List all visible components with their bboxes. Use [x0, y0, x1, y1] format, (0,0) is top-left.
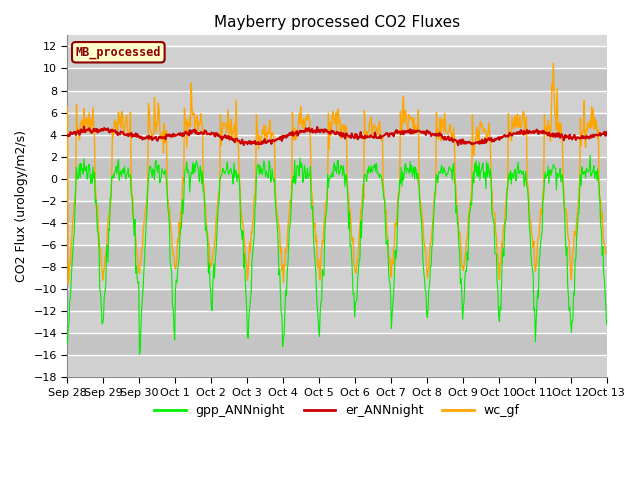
Line: er_ANNnight: er_ANNnight [67, 127, 607, 145]
Bar [67, 333, 607, 355]
gpp_ANNnight [586, 153, 594, 158]
er_ANNnight [130, 133, 138, 139]
er_ANNnight [403, 129, 411, 135]
gpp_ANNnight [74, 172, 81, 178]
gpp_ANNnight [63, 341, 71, 347]
gpp_ANNnight [136, 352, 143, 358]
gpp_ANNnight [603, 322, 611, 327]
wc_gf [603, 251, 611, 256]
gpp_ANNnight [129, 209, 136, 215]
er_ANNnight [603, 129, 611, 135]
Bar [67, 156, 607, 179]
wc_gf [184, 124, 192, 130]
gpp_ANNnight [184, 167, 192, 173]
er_ANNnight [213, 132, 221, 137]
gpp_ANNnight [213, 236, 221, 241]
Bar [67, 289, 607, 311]
wc_gf [213, 212, 221, 217]
Line: wc_gf: wc_gf [67, 63, 607, 284]
er_ANNnight [63, 133, 71, 139]
Bar [67, 267, 607, 289]
Text: MB_processed: MB_processed [76, 46, 161, 59]
Bar [67, 91, 607, 113]
Bar [67, 311, 607, 333]
Legend: gpp_ANNnight, er_ANNnight, wc_gf: gpp_ANNnight, er_ANNnight, wc_gf [150, 399, 525, 422]
er_ANNnight [454, 142, 462, 148]
wc_gf [403, 121, 411, 127]
wc_gf [550, 60, 557, 66]
er_ANNnight [184, 130, 192, 136]
Bar [67, 47, 607, 69]
Title: Mayberry processed CO2 Fluxes: Mayberry processed CO2 Fluxes [214, 15, 460, 30]
wc_gf [74, 126, 82, 132]
Bar [67, 201, 607, 223]
Bar [67, 245, 607, 267]
gpp_ANNnight [419, 256, 427, 262]
wc_gf [419, 220, 427, 226]
er_ANNnight [419, 130, 427, 135]
wc_gf [63, 104, 71, 110]
Y-axis label: CO2 Flux (urology/m2/s): CO2 Flux (urology/m2/s) [15, 131, 28, 282]
er_ANNnight [80, 124, 88, 130]
gpp_ANNnight [403, 165, 411, 171]
Bar [67, 113, 607, 135]
Bar [67, 69, 607, 91]
er_ANNnight [74, 130, 81, 135]
Line: gpp_ANNnight: gpp_ANNnight [67, 156, 607, 355]
Bar [67, 223, 607, 245]
Bar [67, 179, 607, 201]
Bar [67, 355, 607, 377]
wc_gf [65, 281, 72, 287]
wc_gf [130, 215, 138, 221]
Bar [67, 135, 607, 156]
